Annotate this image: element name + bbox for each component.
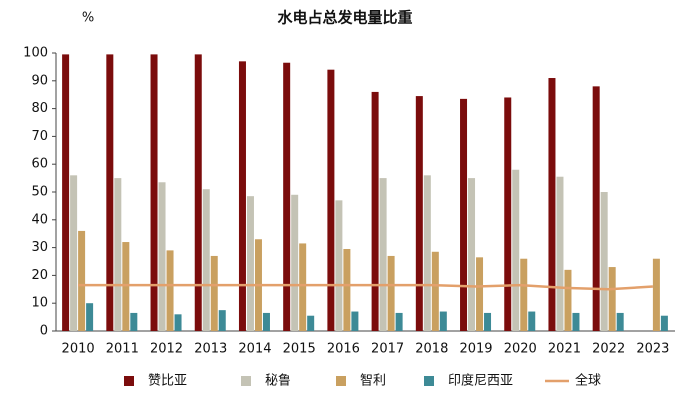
bar xyxy=(218,310,226,331)
y-tick-label: 90 xyxy=(31,73,48,88)
legend-marker xyxy=(241,376,251,386)
bar xyxy=(415,96,423,331)
x-tick-label: 2019 xyxy=(459,342,492,357)
bar xyxy=(564,269,572,331)
bar xyxy=(460,98,468,332)
legend-label: 秘鲁 xyxy=(265,374,291,389)
legend-marker xyxy=(336,376,346,386)
bar xyxy=(299,243,307,331)
y-axis-label: % xyxy=(82,11,94,26)
bar xyxy=(130,312,138,331)
bar xyxy=(174,314,182,331)
legend-label: 智利 xyxy=(360,374,386,389)
y-tick-label: 100 xyxy=(23,46,48,61)
bar xyxy=(78,230,86,331)
bar xyxy=(246,196,254,331)
bar xyxy=(371,91,379,331)
y-tick-label: 20 xyxy=(31,268,48,283)
x-tick-label: 2012 xyxy=(150,342,183,357)
y-tick-label: 50 xyxy=(31,185,48,200)
bar xyxy=(291,194,299,331)
legend-label: 印度尼西亚 xyxy=(448,373,513,389)
y-tick-label: 10 xyxy=(31,296,48,311)
x-tick-label: 2022 xyxy=(592,342,625,357)
bar xyxy=(484,312,492,331)
y-tick-label: 60 xyxy=(31,157,48,172)
bar xyxy=(283,62,291,331)
bar xyxy=(528,311,536,331)
bar xyxy=(86,303,94,331)
bar xyxy=(351,311,359,331)
y-tick-label: 80 xyxy=(31,101,48,116)
bar xyxy=(608,267,616,331)
x-tick-label: 2014 xyxy=(238,342,271,357)
x-tick-label: 2013 xyxy=(194,342,227,357)
bar xyxy=(652,258,660,331)
y-tick-label: 30 xyxy=(31,240,48,255)
bar xyxy=(194,54,202,331)
legend-marker xyxy=(424,376,434,386)
bar xyxy=(262,312,270,331)
bar xyxy=(62,54,70,331)
bar xyxy=(114,178,122,331)
x-tick-label: 2023 xyxy=(636,342,669,357)
line xyxy=(78,283,653,291)
x-tick-label: 2021 xyxy=(548,342,581,357)
y-tick-label: 0 xyxy=(40,324,48,339)
y-tick-label: 40 xyxy=(31,212,48,227)
bar xyxy=(335,200,343,331)
x-tick-label: 2020 xyxy=(504,342,537,357)
x-tick-label: 2017 xyxy=(371,342,404,357)
y-tick-label: 70 xyxy=(31,129,48,144)
bar xyxy=(327,69,335,332)
bar xyxy=(307,315,315,331)
x-tick-label: 2011 xyxy=(106,342,139,357)
bar xyxy=(210,255,218,331)
bar xyxy=(158,182,166,331)
bar xyxy=(504,97,512,331)
bar xyxy=(379,178,387,331)
x-tick-label: 2018 xyxy=(415,342,448,357)
bar xyxy=(395,312,403,331)
bar xyxy=(70,175,78,331)
bar xyxy=(660,315,668,331)
x-tick-label: 2016 xyxy=(327,342,360,357)
bar xyxy=(476,257,484,331)
bar xyxy=(202,189,210,331)
bar xyxy=(572,312,580,331)
bar xyxy=(343,248,351,331)
bar xyxy=(387,255,395,331)
bar xyxy=(616,312,624,331)
bar xyxy=(512,169,520,331)
legend-label: 全球 xyxy=(575,373,601,389)
chart-title: 水电占总发电量比重 xyxy=(277,9,412,27)
x-tick-label: 2010 xyxy=(62,342,95,357)
bar xyxy=(439,311,447,331)
bar xyxy=(592,86,600,331)
bar xyxy=(556,176,564,331)
bar xyxy=(431,251,439,331)
bar xyxy=(238,61,246,332)
x-tick-label: 2015 xyxy=(283,342,316,357)
bar xyxy=(520,258,528,331)
bar xyxy=(166,250,174,331)
bar xyxy=(150,54,158,331)
bar xyxy=(468,178,476,331)
bar xyxy=(423,175,431,331)
legend-marker xyxy=(124,376,134,386)
bar xyxy=(106,54,114,331)
bar xyxy=(122,242,130,331)
legend-label: 赞比亚 xyxy=(148,374,187,389)
bar xyxy=(548,78,556,332)
bar xyxy=(600,192,608,331)
